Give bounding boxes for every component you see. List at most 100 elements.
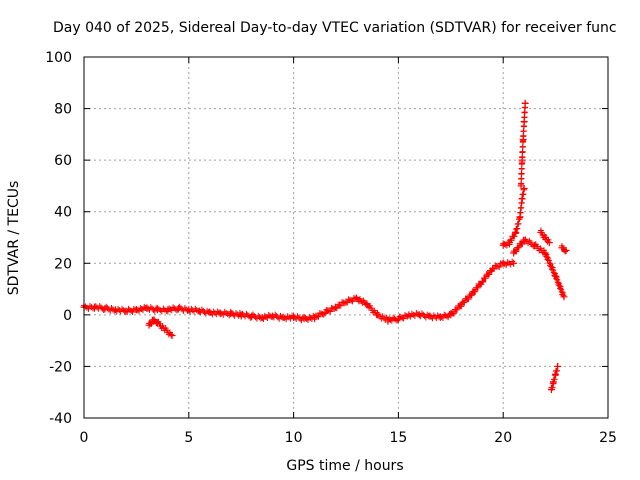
series-cluster-near-22 [537,227,553,247]
x-tick-label: 5 [184,430,193,446]
data-point [517,182,525,190]
series-spike [517,99,529,190]
data-point [332,303,340,311]
data-point [499,259,507,267]
data-point [545,239,553,247]
data-point [541,234,549,241]
data-point [510,259,518,267]
y-axis-label: SDTVAR / TECUs [6,181,22,296]
data-point [512,228,520,236]
data-point [541,249,549,257]
series-negative-segment [547,362,562,394]
data-point [279,313,287,321]
data-point [321,308,329,316]
data-point [426,312,434,320]
gridlines [84,57,608,418]
data-point [168,331,176,339]
series-trace-markers [510,236,567,299]
series-trace-markers [548,363,561,391]
data-point [510,249,518,257]
data-point [237,311,245,319]
y-tick-label: 80 [54,102,72,118]
data-point [520,236,528,244]
data-point [519,136,527,144]
y-tick-label: 60 [54,153,72,169]
data-point [505,239,513,247]
x-axis-label: GPS time / hours [286,458,403,474]
y-tick-label: 0 [63,308,72,324]
data-points [80,99,570,394]
data-point [153,319,161,327]
data-point [384,316,392,324]
data-point [447,311,455,319]
data-point [90,303,98,311]
data-point [185,306,193,314]
data-point [489,264,497,272]
data-point [478,277,486,285]
data-point [122,307,130,315]
data-point [248,312,256,320]
data-point [311,313,319,321]
data-point [352,294,360,302]
data-point [537,228,545,236]
data-point [145,321,153,329]
y-tick-label: 40 [54,205,72,221]
data-point [560,293,568,301]
data-point [227,310,235,318]
data-point [258,313,266,321]
data-point [363,301,371,309]
plot-frame [83,56,609,419]
y-tick-labels: -40 -20 0 20 40 60 80 100 [45,50,72,427]
data-point [290,313,298,321]
data-point [342,298,350,306]
series-segment-near-23 [558,243,570,255]
data-point [547,386,555,394]
data-point [143,304,151,312]
data-point [552,272,560,280]
chart-title: Day 040 of 2025, Sidereal Day-to-day VTE… [53,20,617,36]
data-point [468,290,476,298]
data-point [394,315,402,323]
series-descending-branch [510,236,568,301]
data-point [518,195,526,203]
data-point [499,241,507,249]
x-tick-label: 20 [494,430,512,446]
data-point [269,312,277,320]
data-point [516,213,524,221]
data-point [101,304,109,312]
data-point [373,311,381,319]
data-point [531,241,539,249]
data-point [518,156,526,164]
data-point [300,315,308,323]
tick-marks [83,56,609,419]
x-tick-label: 15 [389,430,407,446]
data-point [405,311,413,319]
x-tick-label: 25 [599,430,617,446]
data-point [550,378,558,386]
data-point [149,316,157,324]
data-point [132,306,140,314]
y-tick-label: 100 [45,50,72,66]
y-tick-label: 20 [54,256,72,272]
data-point [174,304,182,312]
data-point [562,246,570,254]
series-outliers [145,316,176,339]
data-point [520,117,528,125]
data-point [552,370,560,378]
data-point [436,313,444,321]
data-point [195,307,203,315]
x-tick-label: 0 [80,430,89,446]
data-point [111,306,119,314]
data-point [164,306,172,314]
x-tick-labels: 0 5 10 15 20 25 [80,430,617,446]
series-upper-branch [499,185,528,249]
data-point [216,310,224,318]
data-point [554,362,562,370]
data-point [415,311,423,319]
y-tick-label: -20 [49,359,72,375]
series-main-trace [80,258,518,325]
data-point [153,306,161,314]
data-point [206,308,214,316]
series-trace-markers [518,100,529,188]
